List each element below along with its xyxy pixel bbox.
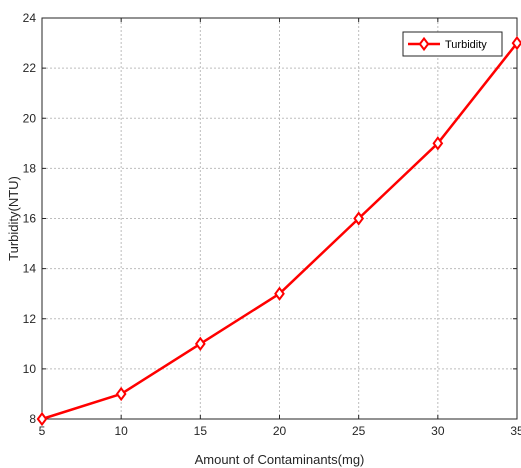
x-tick-label: 35 xyxy=(510,424,521,438)
y-tick-label: 12 xyxy=(23,312,37,326)
y-tick-label: 10 xyxy=(23,362,37,376)
data-point xyxy=(432,136,444,151)
legend: Turbidity xyxy=(402,31,503,57)
x-tick-label: 5 xyxy=(39,424,46,438)
data-point xyxy=(36,411,48,427)
x-axis-ticks: 5 10 15 20 25 30 35 xyxy=(39,18,521,438)
y-tick-label: 22 xyxy=(23,61,37,75)
series-group xyxy=(36,35,521,427)
data-point xyxy=(353,211,365,226)
y-axis-ticks: 8 10 12 14 16 18 20 22 24 xyxy=(23,11,517,426)
data-point xyxy=(194,336,206,351)
x-tick-label: 20 xyxy=(273,424,287,438)
legend-marker xyxy=(418,36,430,52)
x-tick-label: 30 xyxy=(431,424,445,438)
x-tick-label: 15 xyxy=(194,424,208,438)
grid xyxy=(41,17,518,420)
x-tick-label: 25 xyxy=(352,424,366,438)
y-tick-label: 18 xyxy=(23,161,37,175)
data-point xyxy=(274,286,285,301)
y-tick-label: 14 xyxy=(23,262,37,276)
y-tick-label: 20 xyxy=(23,111,37,125)
x-tick-label: 10 xyxy=(114,424,128,438)
x-axis-label: Amount of Contaminants(mg) xyxy=(195,452,365,467)
y-tick-label: 24 xyxy=(23,11,37,25)
data-point xyxy=(511,35,521,51)
legend-entry-turbidity: Turbidity xyxy=(445,39,487,51)
y-tick-label: 8 xyxy=(29,412,36,426)
y-tick-label: 16 xyxy=(23,212,37,226)
data-point xyxy=(115,386,127,402)
y-axis-label: Turbidity(NTU) xyxy=(6,176,21,261)
